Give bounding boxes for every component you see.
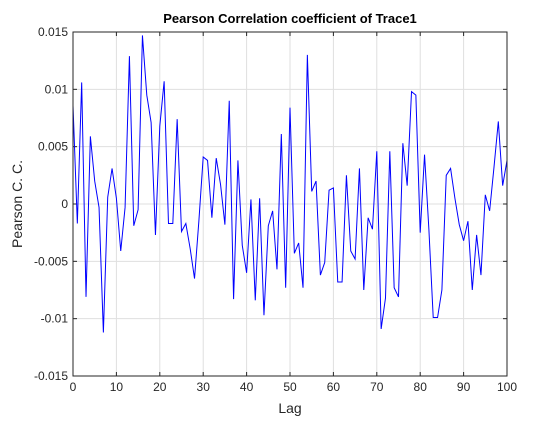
x-tick-label: 10 [110,380,124,394]
x-tick-labels: 0 10 20 30 40 50 60 70 80 90 100 [70,380,518,394]
y-tick-label: -0.015 [34,369,68,383]
x-tick-label: 90 [457,380,471,394]
y-tick-label: -0.01 [41,312,69,326]
x-tick-label: 60 [327,380,341,394]
x-tick-label: 0 [70,380,77,394]
y-tick-label: 0.01 [45,82,69,96]
x-tick-label: 80 [414,380,428,394]
x-axis-title: Lag [278,400,301,416]
series-line [72,35,508,333]
y-tick-label: 0 [61,197,68,211]
x-tick-label: 100 [497,380,517,394]
y-tick-label: 0.005 [38,140,68,154]
chart-title: Pearson Correlation coefficient of Trace… [163,11,417,26]
grid-lines [73,32,507,376]
y-tick-label: 0.015 [38,25,68,39]
plot-box [72,31,508,377]
y-axis-title: Pearson C. C. [9,160,25,248]
x-tick-label: 70 [370,380,384,394]
y-tick-label: -0.005 [34,254,68,268]
x-tick-label: 50 [283,380,297,394]
y-tick-labels: -0.015 -0.01 -0.005 0 0.005 0.01 0.015 [34,25,68,383]
x-tick-label: 30 [197,380,211,394]
x-tick-label: 40 [240,380,254,394]
x-tick-label: 20 [153,380,167,394]
